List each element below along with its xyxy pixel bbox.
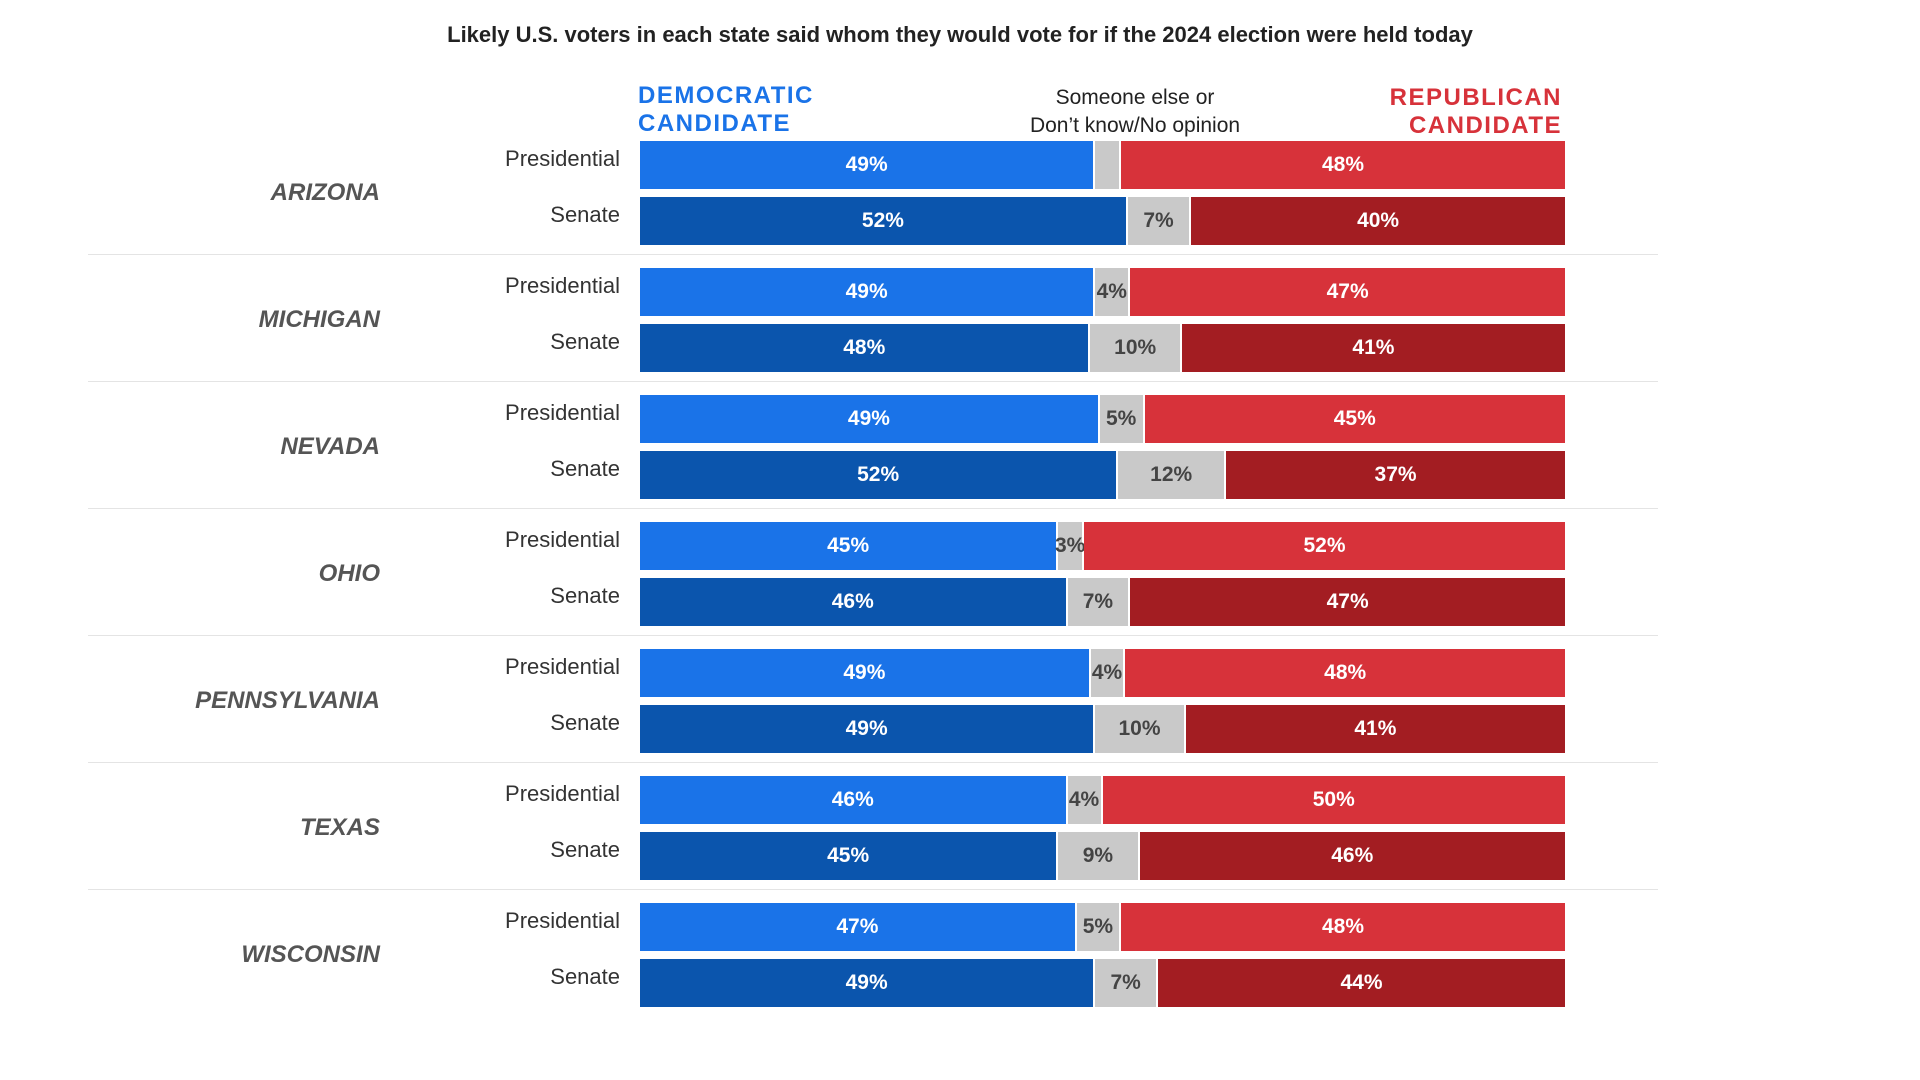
other-segment: 7% [1065,578,1131,626]
state-label: OHIO [318,560,380,587]
rep-segment: 37% [1226,451,1565,499]
stacked-bar: 49% 5% 45% [640,395,1565,443]
rep-segment: 46% [1139,832,1565,880]
legend-republican: REPUBLICAN CANDIDATE [1389,84,1562,139]
other-segment: 10% [1093,705,1186,753]
rep-segment: 44% [1158,959,1565,1007]
state-label: NEVADA [280,433,380,460]
row-label: Presidential [505,146,620,171]
rep-segment: 47% [1130,578,1565,626]
other-segment: 5% [1074,903,1121,951]
legend-other: Someone else or Don’t know/No opinion [1029,86,1241,137]
stacked-bar: 49% 10% 41% [640,705,1565,753]
legend-democratic: DEMOCRATIC CANDIDATE [638,82,814,137]
rep-segment: 41% [1181,324,1565,372]
stacked-bar: 46% 7% 47% [640,578,1565,626]
stacked-bar: 52% 12% 37% [640,451,1565,499]
row-label: Senate [550,710,620,735]
state-separator [88,508,1658,509]
dem-segment: 46% [640,776,1066,824]
row-label: Senate [550,837,620,862]
rep-segment: 48% [1121,903,1565,951]
other-segment [1093,141,1121,189]
dem-segment: 49% [640,649,1089,697]
dem-segment: 49% [640,268,1094,316]
stacked-bar: 49% 7% 44% [640,959,1565,1007]
dem-segment: 52% [640,451,1117,499]
state-label: PENNSYLVANIA [195,687,380,714]
stacked-bar: 48% 10% 41% [640,324,1565,372]
other-segment: 7% [1125,197,1192,245]
rep-segment: 47% [1130,268,1565,316]
stacked-bar: 49% 4% 48% [640,649,1565,697]
dem-segment: 46% [640,578,1066,626]
stacked-bar: 49% 4% 47% [640,268,1565,316]
other-segment: 9% [1056,832,1140,880]
other-segment: 4% [1065,776,1103,824]
state-separator [88,635,1658,636]
other-segment: 4% [1093,268,1131,316]
stacked-bar: 52% 7% 40% [640,197,1565,245]
row-label: Presidential [505,273,620,298]
row-label: Senate [550,329,620,354]
state-label: WISCONSIN [241,941,380,968]
dem-segment: 48% [640,324,1089,372]
dem-segment: 47% [640,903,1075,951]
other-segment: 5% [1097,395,1145,443]
dem-segment: 45% [640,832,1057,880]
rep-segment: 48% [1125,649,1565,697]
other-segment: 10% [1088,324,1182,372]
row-label: Presidential [505,908,620,933]
rep-segment: 40% [1191,197,1565,245]
stacked-bar: 47% 5% 48% [640,903,1565,951]
dem-segment: 45% [640,522,1057,570]
state-separator [88,889,1658,890]
state-label: TEXAS [299,814,380,841]
row-label: Presidential [505,400,620,425]
row-label: Senate [550,964,620,989]
rep-segment: 52% [1084,522,1565,570]
dem-segment: 49% [640,395,1098,443]
row-label: Presidential [505,527,620,552]
row-label: Presidential [505,781,620,806]
rep-segment: 41% [1185,705,1565,753]
stacked-bar: 46% 4% 50% [640,776,1565,824]
row-label: Senate [550,456,620,481]
other-segment: 3% [1055,522,1085,570]
dem-segment: 49% [640,959,1094,1007]
stacked-bar: 49% 48% [640,141,1565,189]
dem-segment: 52% [640,197,1126,245]
stacked-bar: 45% 9% 46% [640,832,1565,880]
rep-segment: 50% [1102,776,1565,824]
rep-segment: 48% [1121,141,1565,189]
row-label: Presidential [505,654,620,679]
row-label: Senate [550,583,620,608]
row-label: Senate [550,202,620,227]
state-separator [88,381,1658,382]
other-segment: 12% [1116,451,1227,499]
chart-title: Likely U.S. voters in each state said wh… [447,22,1473,47]
state-separator [88,762,1658,763]
dem-segment: 49% [640,705,1094,753]
state-label: MICHIGAN [258,306,380,333]
other-segment: 7% [1093,959,1158,1007]
state-label: ARIZONA [270,179,380,206]
stacked-bar: 45% 3% 52% [640,522,1565,570]
dem-segment: 49% [640,141,1094,189]
rep-segment: 45% [1144,395,1565,443]
state-separator [88,254,1658,255]
other-segment: 4% [1088,649,1126,697]
